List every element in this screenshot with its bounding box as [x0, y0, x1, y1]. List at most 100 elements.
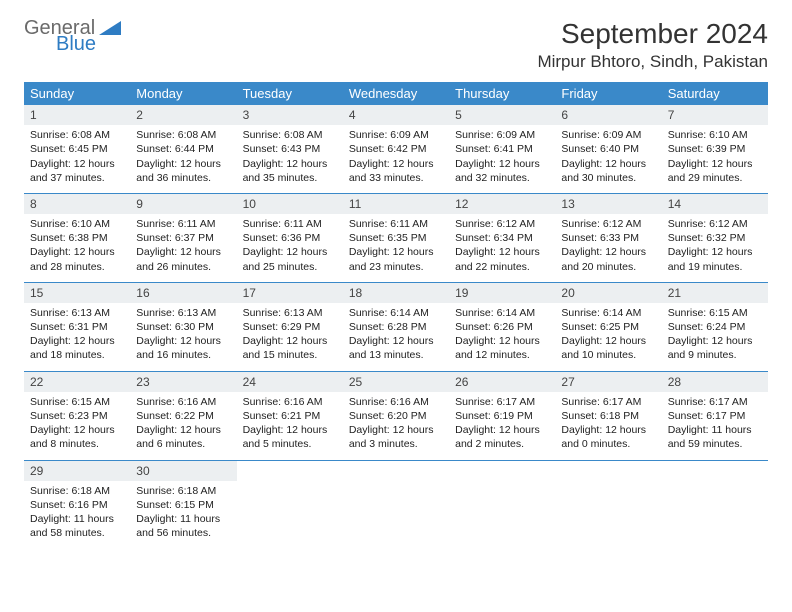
daylight-label: Daylight: [136, 513, 177, 525]
calendar-day-cell: 26Sunrise: 6:17 AMSunset: 6:19 PMDayligh… [449, 371, 555, 460]
sunset-label: Sunset: [349, 321, 385, 333]
sunrise-label: Sunrise: [243, 129, 282, 141]
day-number: 9 [130, 194, 236, 214]
day-number: 5 [449, 105, 555, 125]
sunrise-label: Sunrise: [668, 218, 707, 230]
day-number: 14 [662, 194, 768, 214]
sunset-label: Sunset: [668, 321, 704, 333]
sunrise-label: Sunrise: [30, 218, 69, 230]
sunrise-label: Sunrise: [455, 129, 494, 141]
sunset-line: Sunset: 6:18 PM [561, 409, 655, 423]
sunset-value: 6:15 PM [175, 499, 214, 511]
daylight-line: Daylight: 12 hours and 0 minutes. [561, 423, 655, 451]
sunset-label: Sunset: [349, 410, 385, 422]
day-body: Sunrise: 6:09 AMSunset: 6:42 PMDaylight:… [343, 125, 449, 193]
calendar-day-cell: 4Sunrise: 6:09 AMSunset: 6:42 PMDaylight… [343, 105, 449, 193]
day-body: Sunrise: 6:10 AMSunset: 6:39 PMDaylight:… [662, 125, 768, 193]
sunrise-label: Sunrise: [668, 396, 707, 408]
sunrise-label: Sunrise: [136, 218, 175, 230]
calendar-day-cell: .. [662, 460, 768, 548]
calendar-day-cell: 25Sunrise: 6:16 AMSunset: 6:20 PMDayligh… [343, 371, 449, 460]
sunrise-value: 6:11 AM [390, 218, 428, 230]
daylight-line: Daylight: 12 hours and 26 minutes. [136, 245, 230, 273]
daylight-line: Daylight: 12 hours and 29 minutes. [668, 157, 762, 185]
day-body: Sunrise: 6:11 AMSunset: 6:37 PMDaylight:… [130, 214, 236, 282]
sunrise-label: Sunrise: [349, 396, 388, 408]
sunrise-label: Sunrise: [243, 218, 282, 230]
sunrise-label: Sunrise: [349, 218, 388, 230]
sunset-line: Sunset: 6:34 PM [455, 231, 549, 245]
calendar-week-row: 8Sunrise: 6:10 AMSunset: 6:38 PMDaylight… [24, 193, 768, 282]
sunrise-line: Sunrise: 6:14 AM [455, 306, 549, 320]
calendar-day-cell: .. [343, 460, 449, 548]
daylight-label: Daylight: [455, 246, 496, 258]
daylight-label: Daylight: [668, 424, 709, 436]
day-number: 23 [130, 372, 236, 392]
calendar-day-cell: 12Sunrise: 6:12 AMSunset: 6:34 PMDayligh… [449, 193, 555, 282]
calendar-week-row: 29Sunrise: 6:18 AMSunset: 6:16 PMDayligh… [24, 460, 768, 548]
sunrise-label: Sunrise: [349, 129, 388, 141]
daylight-label: Daylight: [668, 158, 709, 170]
sunset-value: 6:38 PM [69, 232, 108, 244]
daylight-line: Daylight: 12 hours and 20 minutes. [561, 245, 655, 273]
day-number: 22 [24, 372, 130, 392]
daylight-line: Daylight: 12 hours and 37 minutes. [30, 157, 124, 185]
sunset-line: Sunset: 6:25 PM [561, 320, 655, 334]
sunset-line: Sunset: 6:40 PM [561, 142, 655, 156]
daylight-label: Daylight: [30, 513, 71, 525]
sunset-value: 6:40 PM [600, 143, 639, 155]
logo-triangle-icon [99, 21, 121, 35]
day-number: 8 [24, 194, 130, 214]
sunrise-line: Sunrise: 6:14 AM [349, 306, 443, 320]
sunrise-line: Sunrise: 6:09 AM [561, 128, 655, 142]
daylight-line: Daylight: 12 hours and 22 minutes. [455, 245, 549, 273]
calendar-day-cell: 3Sunrise: 6:08 AMSunset: 6:43 PMDaylight… [237, 105, 343, 193]
day-body: Sunrise: 6:15 AMSunset: 6:23 PMDaylight:… [24, 392, 130, 460]
day-body: Sunrise: 6:08 AMSunset: 6:43 PMDaylight:… [237, 125, 343, 193]
day-body: Sunrise: 6:17 AMSunset: 6:17 PMDaylight:… [662, 392, 768, 460]
day-number: 16 [130, 283, 236, 303]
sunrise-value: 6:17 AM [603, 396, 642, 408]
daylight-line: Daylight: 12 hours and 18 minutes. [30, 334, 124, 362]
day-number: 6 [555, 105, 661, 125]
day-number: 2 [130, 105, 236, 125]
daylight-label: Daylight: [561, 424, 602, 436]
calendar-day-cell: .. [237, 460, 343, 548]
sunrise-value: 6:08 AM [178, 129, 217, 141]
daylight-line: Daylight: 12 hours and 30 minutes. [561, 157, 655, 185]
day-body: Sunrise: 6:14 AMSunset: 6:28 PMDaylight:… [343, 303, 449, 371]
daylight-label: Daylight: [349, 424, 390, 436]
sunset-value: 6:34 PM [494, 232, 533, 244]
calendar-day-cell: 27Sunrise: 6:17 AMSunset: 6:18 PMDayligh… [555, 371, 661, 460]
sunset-line: Sunset: 6:43 PM [243, 142, 337, 156]
daylight-label: Daylight: [30, 424, 71, 436]
sunrise-value: 6:15 AM [71, 396, 110, 408]
day-body: Sunrise: 6:13 AMSunset: 6:30 PMDaylight:… [130, 303, 236, 371]
page-header: General Blue September 2024 Mirpur Bhtor… [24, 18, 768, 72]
sunset-label: Sunset: [349, 143, 385, 155]
sunrise-value: 6:12 AM [497, 218, 536, 230]
sunset-label: Sunset: [30, 499, 66, 511]
day-number: 4 [343, 105, 449, 125]
daylight-line: Daylight: 11 hours and 56 minutes. [136, 512, 230, 540]
daylight-line: Daylight: 12 hours and 32 minutes. [455, 157, 549, 185]
sunrise-value: 6:09 AM [603, 129, 642, 141]
sunset-line: Sunset: 6:22 PM [136, 409, 230, 423]
sunset-value: 6:41 PM [494, 143, 533, 155]
daylight-line: Daylight: 12 hours and 6 minutes. [136, 423, 230, 451]
logo: General Blue [24, 18, 121, 54]
day-number: 30 [130, 461, 236, 481]
sunset-line: Sunset: 6:16 PM [30, 498, 124, 512]
sunset-line: Sunset: 6:45 PM [30, 142, 124, 156]
day-body: Sunrise: 6:16 AMSunset: 6:21 PMDaylight:… [237, 392, 343, 460]
month-title: September 2024 [537, 18, 768, 50]
sunrise-value: 6:17 AM [709, 396, 748, 408]
sunset-value: 6:31 PM [69, 321, 108, 333]
calendar-day-cell: .. [449, 460, 555, 548]
daylight-line: Daylight: 11 hours and 58 minutes. [30, 512, 124, 540]
sunset-line: Sunset: 6:20 PM [349, 409, 443, 423]
daylight-label: Daylight: [349, 335, 390, 347]
daylight-label: Daylight: [136, 424, 177, 436]
day-number: 21 [662, 283, 768, 303]
sunrise-value: 6:16 AM [284, 396, 323, 408]
